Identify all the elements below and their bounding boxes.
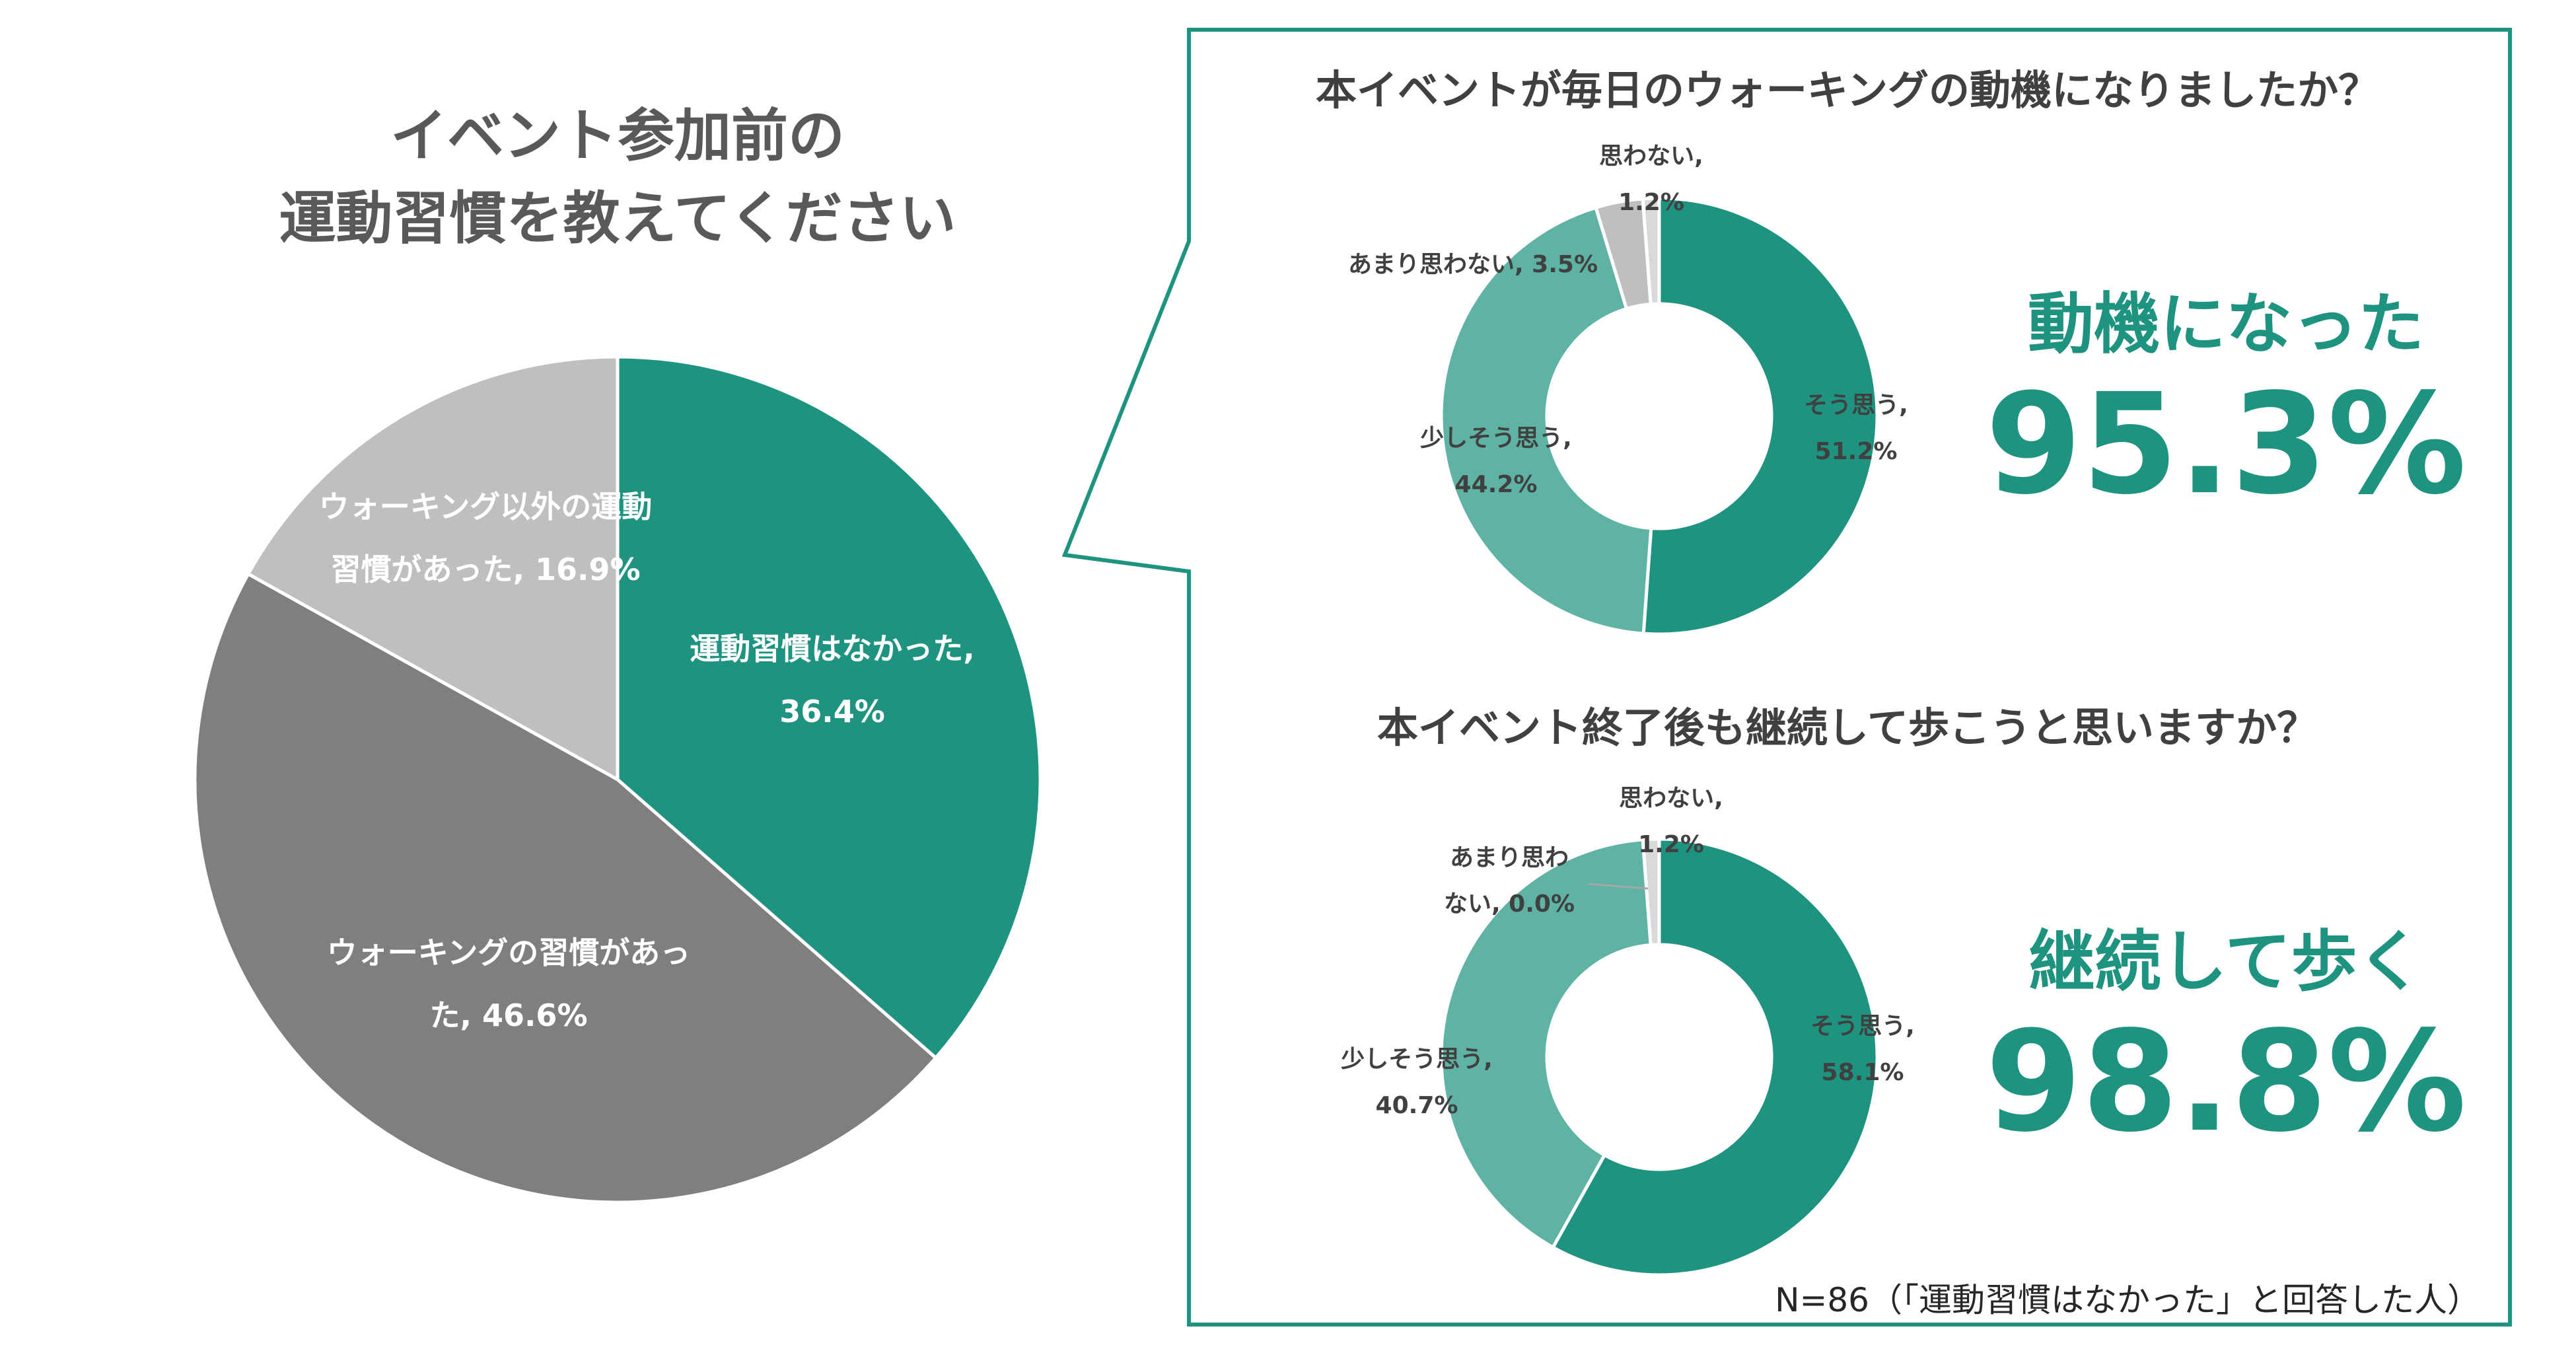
main-pie-slice-0 <box>616 355 1042 1060</box>
main-chart-title-line-1: イベント参加前の <box>390 103 845 169</box>
main-pie-label-1-line-0: ウォーキングの習慣があっ <box>327 935 691 970</box>
main-pie-label-1-line-1: た, 46.6% <box>429 998 587 1033</box>
donut-q2-label-0-line-1: 58.1% <box>1822 1059 1904 1086</box>
main-pie-label-0-line-0: 運動習慣はなかった, <box>690 631 974 667</box>
q1-highlight-value: 95.3% <box>1986 363 2467 525</box>
donut-q2-slice-0 <box>1550 837 1879 1277</box>
donut-q1-slice-1 <box>1439 205 1653 636</box>
donut-q1-label-0-line-1: 51.2% <box>1815 438 1898 465</box>
donut-q2-slice-1 <box>1439 838 1653 1250</box>
main-chart-title-line-2: 運動習慣を教えてください <box>279 186 956 252</box>
question-1-title: 本イベントが毎日のウォーキングの動機になりましたか？ <box>1316 66 2379 114</box>
donut-chart-q1: そう思う, 51.2% 少しそう思う, 44.2% あまり思わない, 3.5% 思わない,… <box>1348 143 1908 636</box>
donut-q1-label-3-line-0: 思わない, <box>1599 143 1703 170</box>
main-pie-label-2-line-0: ウォーキング以外の運動 <box>319 489 653 525</box>
main-pie-label-0-line-1: 36.4% <box>779 694 885 729</box>
main-pie-label-2-line-1: 習慣があった, 16.9% <box>330 552 640 587</box>
sample-size-note: N=86（「運動習慣はなかった」と回答した人） <box>1775 1281 2480 1319</box>
main-pie-slice-2 <box>246 355 620 783</box>
q2-highlight-value: 98.8% <box>1986 1001 2467 1163</box>
donut-q2-label-3-line-0: 思わない, <box>1619 785 1723 812</box>
q1-highlight-caption: 動機になった <box>2028 285 2424 363</box>
donut-q2-label-2-line-1: ない, 0.0% <box>1444 891 1575 918</box>
donut-q1-slice-0 <box>1641 196 1879 636</box>
donut-q1-slice-3 <box>1641 196 1661 307</box>
donut-chart-q2: そう思う, 58.1% 少しそう思う, 40.7% あまり思わない, 0.0% 思わない,… <box>1341 785 1915 1277</box>
donut-q1-label-1-line-0: 少しそう思う, <box>1420 425 1572 452</box>
donut-q1-label-3-line-1: 1.2% <box>1618 189 1684 216</box>
donut-q2-label-2-line-0: あまり思わ <box>1450 844 1569 871</box>
question-2-title: 本イベント終了後も継続して歩こうと思いますか？ <box>1377 704 2318 752</box>
donut-q2-label-1-line-0: 少しそう思う, <box>1341 1046 1493 1073</box>
donut-q2-label-leader-2 <box>1588 883 1649 890</box>
callout-frame <box>1061 28 2512 1327</box>
q2-highlight-caption: 継続して歩く <box>2029 923 2423 1000</box>
donut-q1-label-2-line-0: あまり思わない, 3.5% <box>1348 251 1598 278</box>
donut-q1-label-0-line-0: そう思う, <box>1804 392 1908 419</box>
donut-q2-slice-3 <box>1641 837 1661 947</box>
donut-q2-label-3-line-1: 1.2% <box>1638 831 1704 858</box>
main-pie-slice-1 <box>193 571 939 1204</box>
donut-q2-label-1-line-1: 40.7% <box>1376 1092 1458 1119</box>
donut-q2-label-0-line-0: そう思う, <box>1810 1013 1915 1040</box>
donut-q1-label-1-line-1: 44.2% <box>1455 471 1538 498</box>
